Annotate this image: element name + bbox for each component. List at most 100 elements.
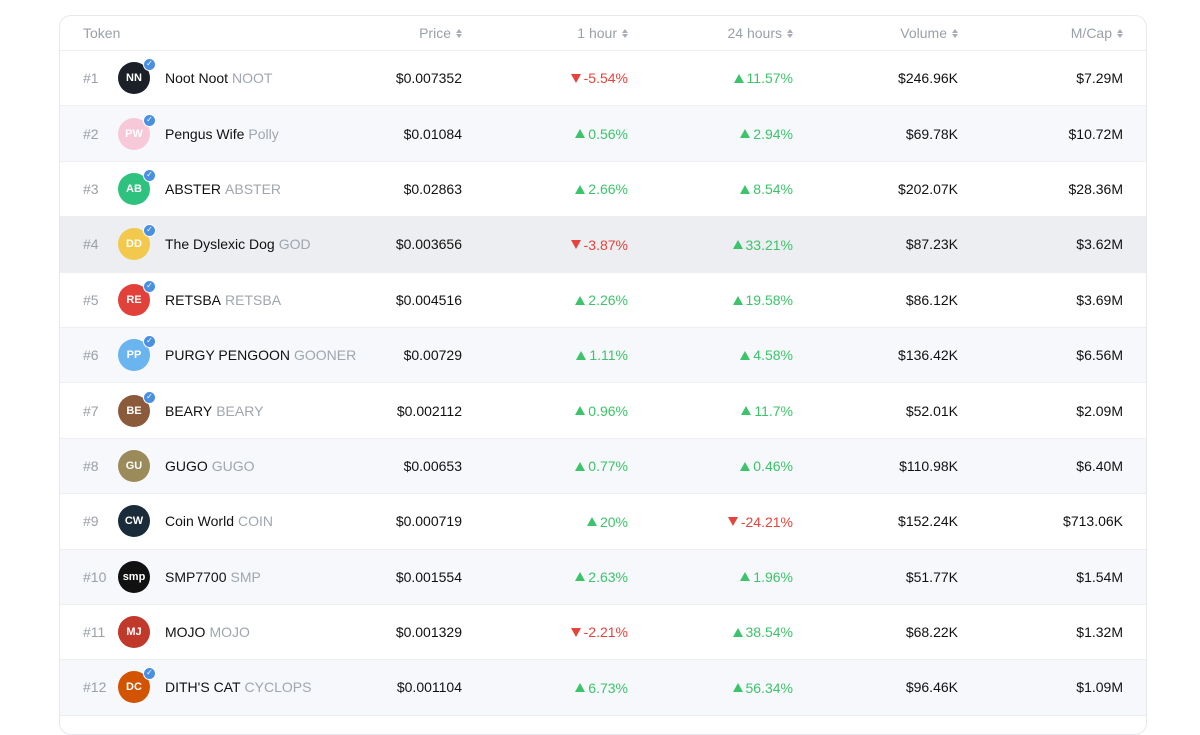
header-price[interactable]: Price	[358, 25, 462, 41]
token-cell[interactable]: CW Coin World COIN	[118, 505, 358, 538]
header-token[interactable]: Token	[60, 25, 358, 41]
token-cell[interactable]: smp SMP7700 SMP	[118, 560, 358, 593]
table-row[interactable]: #12 DC ✓ DITH'S CAT CYCLOPS $0.001104 6.73% 56.…	[60, 660, 1146, 716]
change-24h-value: 19.58%	[745, 292, 793, 308]
table-row[interactable]: #9 CW Coin World COIN $0.000719 20% -24.21% $15…	[60, 494, 1146, 550]
avatar: smp	[118, 560, 150, 593]
token-cell[interactable]: AB ✓ ABSTER ABSTER	[118, 168, 358, 205]
avatar: DC ✓	[118, 667, 156, 704]
token-symbol: GOONER	[294, 347, 357, 364]
sort-icon	[787, 28, 793, 38]
arrow-down-icon	[570, 240, 581, 250]
market-cap: $1.09M	[1076, 679, 1123, 696]
token-cell[interactable]: RE ✓ RETSBA RETSBA	[118, 279, 358, 316]
arrow-up-icon	[732, 240, 743, 250]
table-row[interactable]: #4 DD ✓ The Dyslexic Dog GOD $0.003656 -3.87% 3…	[60, 217, 1146, 273]
table-header: Token Price 1 hour 24 hours Volume M/Cap	[60, 16, 1146, 51]
change-24h: 8.54%	[740, 181, 793, 197]
change-1h-value: 0.56%	[588, 125, 628, 142]
change-24h-value: 56.34%	[745, 679, 793, 696]
market-cap: $6.56M	[1076, 347, 1123, 364]
table-body: #1 NN ✓ Noot Noot NOOT $0.007352 -5.54% 11.57% $…	[60, 51, 1146, 716]
token-logo-icon: MJ	[118, 616, 150, 649]
table-row[interactable]: #2 PW ✓ Pengus Wife Polly $0.01084 0.56% 2.94% $…	[60, 106, 1146, 162]
token-name: PURGY PENGOON	[165, 347, 290, 364]
table-row[interactable]: #10 smp SMP7700 SMP $0.001554 2.63% 1.96% $51.7…	[60, 549, 1146, 605]
change-24h: 0.46%	[740, 458, 793, 474]
change-24h-value: 38.54%	[745, 624, 793, 641]
arrow-up-icon	[732, 627, 743, 637]
header-24-hours-label: 24 hours	[727, 25, 782, 41]
arrow-up-icon	[575, 572, 586, 582]
sort-icon	[952, 28, 958, 38]
table-row[interactable]: #11 MJ MOJO MOJO $0.001329 -2.21% 38.54% $68.22…	[60, 605, 1146, 661]
token-symbol: GUGO	[211, 457, 255, 474]
rank: #2	[83, 125, 99, 142]
market-cap: $1.32M	[1076, 624, 1123, 641]
header-volume[interactable]: Volume	[793, 25, 958, 41]
token-cell[interactable]: GU GUGO GUGO	[118, 449, 358, 482]
table-row[interactable]: #5 RE ✓ RETSBA RETSBA $0.004516 2.26% 19.58% $86…	[60, 273, 1146, 328]
header-1-hour[interactable]: 1 hour	[462, 25, 628, 41]
price: $0.00653	[403, 457, 462, 474]
table-row[interactable]: #7 BE ✓ BEARY BEARY $0.002112 0.96% 11.7% $52.01…	[60, 383, 1146, 439]
token-name: Pengus Wife	[165, 125, 245, 142]
avatar: PW ✓	[118, 113, 156, 150]
token-symbol: CYCLOPS	[244, 679, 312, 696]
change-24h-value: 2.94%	[753, 125, 793, 142]
change-1h: 2.26%	[575, 292, 628, 308]
arrow-up-icon	[575, 184, 586, 194]
change-1h-value: 2.26%	[588, 292, 628, 308]
header-mcap[interactable]: M/Cap	[958, 25, 1123, 41]
volume: $52.01K	[905, 402, 958, 419]
change-24h-value: 11.7%	[754, 402, 793, 419]
token-cell[interactable]: NN ✓ Noot Noot NOOT	[118, 58, 358, 95]
verified-badge-icon: ✓	[143, 667, 156, 681]
change-1h: 6.73%	[575, 680, 628, 696]
market-cap: $3.62M	[1076, 236, 1123, 253]
token-cell[interactable]: PP ✓ PURGY PENGOON GOONER	[118, 335, 358, 372]
token-name: SMP7700	[165, 568, 227, 585]
volume: $87.23K	[905, 236, 958, 253]
table-row[interactable]: #1 NN ✓ Noot Noot NOOT $0.007352 -5.54% 11.57% $…	[60, 51, 1146, 107]
token-logo-icon: AB	[118, 172, 150, 205]
token-cell[interactable]: PW ✓ Pengus Wife Polly	[118, 113, 358, 150]
change-1h-value: 1.11%	[589, 347, 628, 364]
token-cell[interactable]: MJ MOJO MOJO	[118, 616, 358, 649]
token-symbol: COIN	[238, 513, 273, 530]
arrow-up-icon	[732, 295, 743, 305]
token-cell[interactable]: BE ✓ BEARY BEARY	[118, 390, 358, 427]
token-cell[interactable]: DC ✓ DITH'S CAT CYCLOPS	[118, 667, 358, 704]
token-symbol: MOJO	[209, 624, 250, 641]
rank: #10	[83, 568, 107, 585]
rank: #11	[83, 624, 106, 641]
verified-badge-icon: ✓	[143, 58, 156, 72]
table-row[interactable]: #6 PP ✓ PURGY PENGOON GOONER $0.00729 1.11% 4.5…	[60, 327, 1146, 384]
change-24h-value: 0.46%	[753, 458, 793, 475]
change-24h: 56.34%	[732, 679, 793, 696]
change-24h: 11.57%	[733, 70, 793, 87]
arrow-up-icon	[740, 572, 751, 582]
arrow-up-icon	[575, 129, 586, 139]
arrow-up-icon	[740, 350, 751, 360]
verified-badge-icon: ✓	[143, 279, 156, 293]
table-row[interactable]: #3 AB ✓ ABSTER ABSTER $0.02863 2.66% 8.54% $202.…	[60, 162, 1146, 218]
token-symbol: ABSTER	[225, 180, 282, 197]
change-1h-value: -2.21%	[583, 624, 628, 641]
arrow-up-icon	[740, 129, 751, 139]
arrow-up-icon	[732, 683, 743, 693]
change-1h: 2.66%	[575, 181, 628, 197]
header-price-label: Price	[419, 25, 451, 41]
rank: #6	[83, 347, 99, 364]
arrow-down-icon	[570, 73, 581, 83]
change-24h: 38.54%	[732, 624, 793, 641]
change-24h: 2.94%	[740, 126, 793, 142]
change-24h-value: 11.57%	[746, 70, 793, 87]
table-row[interactable]: #8 GU GUGO GUGO $0.00653 0.77% 0.46% $110.98K $6…	[60, 438, 1146, 495]
volume: $152.24K	[898, 513, 958, 530]
header-24-hours[interactable]: 24 hours	[628, 25, 793, 41]
token-name: MOJO	[165, 624, 206, 641]
market-cap: $6.40M	[1076, 457, 1123, 474]
token-name: RETSBA	[165, 291, 222, 308]
token-cell[interactable]: DD ✓ The Dyslexic Dog GOD	[118, 224, 358, 261]
